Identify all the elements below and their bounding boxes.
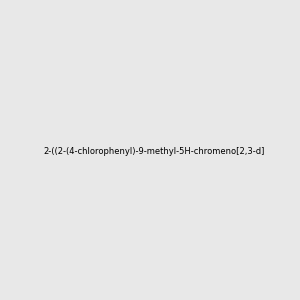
Text: 2-((2-(4-chlorophenyl)-9-methyl-5H-chromeno[2,3-d]: 2-((2-(4-chlorophenyl)-9-methyl-5H-chrom… xyxy=(43,147,264,156)
